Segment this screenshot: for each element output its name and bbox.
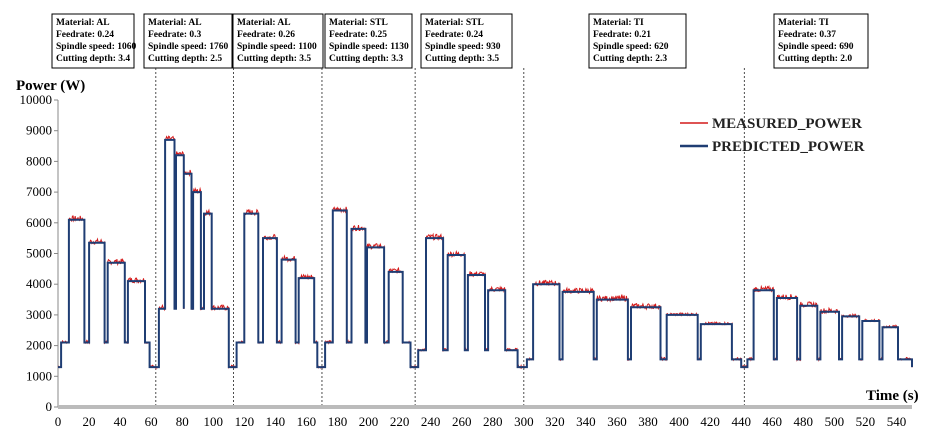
condition-box-frame xyxy=(773,13,869,69)
condition-box: Material: STL Feedrate: 0.25 Spindle speed… xyxy=(324,13,413,69)
condition-line: Material: TI xyxy=(593,18,644,28)
x-tick-label: 120 xyxy=(235,414,255,429)
condition-line: Cutting depth: 2.5 xyxy=(148,54,222,64)
x-tick-label: 80 xyxy=(176,414,189,429)
y-tick-label: 7000 xyxy=(26,184,52,199)
x-tick-label: 340 xyxy=(576,414,596,429)
condition-line: Material: AL xyxy=(148,18,202,28)
x-tick-label: 500 xyxy=(825,414,845,429)
condition-line: Material: STL xyxy=(425,18,484,28)
y-tick-label: 6000 xyxy=(26,215,52,230)
condition-boxes: Material: AL Feedrate: 0.24 Spindle speed:… xyxy=(51,13,869,69)
condition-line: Spindle speed: 930 xyxy=(425,42,501,52)
x-tick-label: 520 xyxy=(856,414,876,429)
x-tick-label: 320 xyxy=(545,414,565,429)
condition-line: Material: AL xyxy=(56,18,110,28)
y-tick-label: 3000 xyxy=(26,307,52,322)
y-tick-label: 8000 xyxy=(26,153,52,168)
condition-box-frame xyxy=(420,13,513,69)
legend: MEASURED_POWER PREDICTED_POWER xyxy=(680,116,865,155)
x-tick-label: 220 xyxy=(390,414,410,429)
condition-line: Feedrate: 0.3 xyxy=(148,30,202,40)
condition-line: Cutting depth: 2.3 xyxy=(593,54,667,64)
condition-line: Cutting depth: 3.5 xyxy=(425,54,499,64)
x-tick-label: 260 xyxy=(452,414,472,429)
condition-line: Spindle speed: 690 xyxy=(778,42,854,52)
condition-line: Material: TI xyxy=(778,18,829,28)
condition-box: Material: STL Feedrate: 0.24 Spindle speed… xyxy=(420,13,513,69)
x-tick-label: 140 xyxy=(266,414,286,429)
x-tick-label: 380 xyxy=(638,414,658,429)
x-tick-label: 360 xyxy=(607,414,627,429)
condition-box-frame xyxy=(324,13,413,69)
condition-line: Spindle speed: 1060 xyxy=(56,42,136,52)
condition-box: Material: AL Feedrate: 0.26 Spindle speed:… xyxy=(232,13,324,69)
y-tick-label: 5000 xyxy=(26,246,52,261)
condition-box: Material: AL Feedrate: 0.24 Spindle speed:… xyxy=(51,13,136,69)
x-tick-label: 280 xyxy=(483,414,503,429)
condition-line: Feedrate: 0.24 xyxy=(425,30,483,40)
y-tick-label: 2000 xyxy=(26,338,52,353)
condition-line: Cutting depth: 3.5 xyxy=(237,54,311,64)
condition-line: Feedrate: 0.21 xyxy=(593,30,651,40)
condition-line: Cutting depth: 3.3 xyxy=(329,54,403,64)
condition-line: Spindle speed: 620 xyxy=(593,42,669,52)
x-tick-label: 20 xyxy=(83,414,96,429)
x-tick-label: 60 xyxy=(145,414,158,429)
condition-box: Material: TI Feedrate: 0.37 Spindle speed:… xyxy=(773,13,869,69)
x-tick-label: 540 xyxy=(887,414,907,429)
y-axis-title: Power (W) xyxy=(16,78,85,94)
condition-line: Feedrate: 0.24 xyxy=(56,30,114,40)
x-tick-label: 180 xyxy=(328,414,348,429)
condition-line: Spindle speed: 1760 xyxy=(148,42,228,52)
condition-box-frame xyxy=(232,13,324,69)
y-tick-label: 9000 xyxy=(26,123,52,138)
condition-line: Material: AL xyxy=(237,18,291,28)
condition-line: Spindle speed: 1130 xyxy=(329,42,409,52)
condition-line: Cutting depth: 2.0 xyxy=(778,54,852,64)
condition-box-frame xyxy=(143,13,233,69)
condition-box: Material: AL Feedrate: 0.3 Spindle speed: … xyxy=(143,13,233,69)
y-tick-label: 0 xyxy=(46,399,53,414)
series-layer xyxy=(57,135,913,370)
x-tick-label: 460 xyxy=(763,414,783,429)
condition-line: Material: STL xyxy=(329,18,388,28)
condition-line: Feedrate: 0.25 xyxy=(329,30,387,40)
condition-line: Feedrate: 0.26 xyxy=(237,30,295,40)
condition-line: Cutting depth: 3.4 xyxy=(56,54,130,64)
legend-measured-label: MEASURED_POWER xyxy=(712,116,862,132)
x-tick-label: 440 xyxy=(731,414,751,429)
x-tick-label: 0 xyxy=(55,414,62,429)
condition-line: Spindle speed: 1100 xyxy=(237,42,317,52)
x-tick-label: 480 xyxy=(794,414,814,429)
x-tick-label: 400 xyxy=(669,414,689,429)
x-tick-label: 300 xyxy=(514,414,534,429)
x-tick-label: 40 xyxy=(114,414,127,429)
condition-line: Feedrate: 0.37 xyxy=(778,30,836,40)
legend-predicted-label: PREDICTED_POWER xyxy=(712,139,865,155)
series-predicted-power xyxy=(58,138,913,369)
x-tick-label: 160 xyxy=(297,414,317,429)
x-tick-label: 420 xyxy=(700,414,720,429)
condition-box: Material: TI Feedrate: 0.21 Spindle speed:… xyxy=(588,13,687,69)
y-tick-label: 1000 xyxy=(26,368,52,383)
axes: 0100020003000400050006000700080009000100… xyxy=(20,92,912,429)
y-tick-label: 4000 xyxy=(26,276,52,291)
condition-box-frame xyxy=(51,13,135,69)
x-tick-label: 240 xyxy=(421,414,441,429)
x-tick-label: 100 xyxy=(204,414,224,429)
x-tick-label: 200 xyxy=(359,414,379,429)
x-axis-title: Time (s) xyxy=(866,388,919,404)
condition-box-frame xyxy=(588,13,687,69)
section-dividers xyxy=(155,68,745,407)
y-tick-label: 10000 xyxy=(20,92,53,107)
